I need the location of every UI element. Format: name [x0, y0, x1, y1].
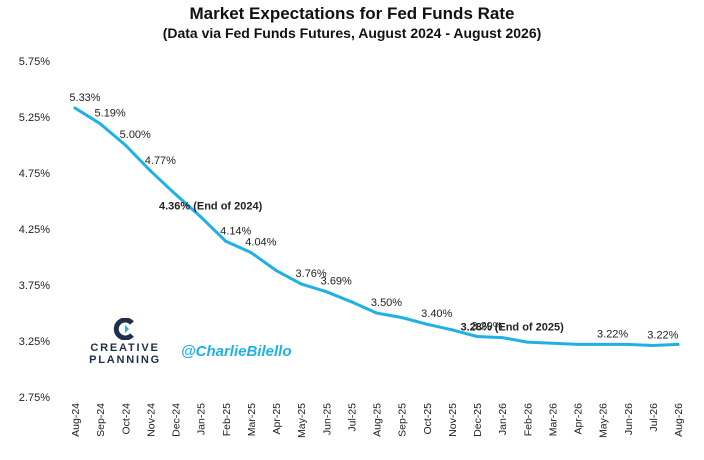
y-tick-label: 5.25%: [19, 112, 50, 124]
creative-planning-logo: CREATIVE PLANNING: [85, 318, 165, 366]
data-point: [626, 342, 630, 346]
y-tick-label: 3.75%: [19, 280, 50, 292]
data-point: [375, 311, 378, 315]
x-tick-label: Sep-24: [95, 403, 107, 437]
data-label: 3.50%: [371, 297, 402, 309]
y-tick-label: 3.25%: [19, 336, 50, 348]
data-point: [576, 342, 579, 346]
x-tick-label: Apr-25: [271, 403, 283, 435]
data-label: 4.14%: [220, 225, 251, 237]
data-point: [550, 341, 554, 345]
x-tick-label: Feb-25: [221, 403, 233, 436]
data-point: [299, 282, 303, 286]
x-tick-label: Apr-26: [573, 403, 585, 435]
data-label: 4.77%: [145, 155, 176, 167]
data-label: 3.22%: [647, 329, 678, 341]
brand-line-1: CREATIVE: [90, 342, 160, 354]
data-point: [400, 315, 404, 319]
data-point: [500, 336, 504, 340]
data-point: [123, 143, 127, 147]
x-tick-label: Jun-26: [623, 403, 635, 435]
series-line: [73, 106, 680, 347]
y-tick-label: 4.25%: [19, 224, 50, 236]
creative-planning-icon: [113, 318, 134, 340]
x-tick-label: Oct-24: [120, 403, 132, 435]
data-label: 5.33%: [69, 92, 100, 104]
data-point: [98, 122, 102, 126]
data-point: [148, 169, 152, 173]
x-tick-label: Jul-25: [346, 403, 358, 432]
data-labels: 5.33% 5.19% 5.00% 4.77% 4.36% (End of 2024) 4…: [69, 92, 678, 341]
data-point: [601, 342, 605, 346]
data-point: [224, 239, 228, 243]
data-label: 3.22%: [597, 328, 628, 340]
chart-subtitle: (Data via Fed Funds Futures, August 2024…: [162, 25, 542, 41]
x-tick-label: Feb-26: [522, 403, 534, 436]
data-label: 4.36% (End of 2024): [159, 201, 263, 213]
chart-title: Market Expectations for Fed Funds Rate: [189, 4, 515, 23]
y-tick-label: 2.75%: [19, 392, 50, 404]
x-tick-label: Jan-25: [196, 403, 208, 435]
x-tick-label: Aug-26: [673, 403, 685, 437]
data-point: [525, 340, 529, 344]
y-tick-label: 4.75%: [19, 168, 50, 180]
data-point: [349, 300, 353, 304]
x-tick-label: Oct-25: [422, 403, 434, 435]
data-point: [249, 251, 253, 255]
data-point: [475, 335, 479, 339]
x-tick-label: Nov-24: [145, 403, 157, 437]
data-point: [73, 106, 77, 110]
x-axis: Aug-24 Sep-24 Oct-24 Nov-24 Dec-24 Jan-25 Feb-…: [70, 403, 685, 438]
x-tick-label: Nov-25: [447, 403, 459, 437]
y-tick-label: 5.75%: [19, 56, 50, 68]
x-tick-label: Aug-24: [70, 403, 82, 437]
series-layer: [73, 106, 680, 347]
x-tick-label: May-26: [598, 403, 610, 438]
data-point: [274, 268, 278, 272]
data-label: 3.69%: [321, 276, 352, 288]
data-point: [676, 342, 680, 346]
data-label: 5.19%: [95, 108, 126, 120]
x-tick-label: Jul-26: [648, 403, 660, 432]
x-tick-label: Sep-25: [397, 403, 409, 437]
data-label: 3.40%: [421, 308, 452, 320]
x-tick-label: Jun-25: [321, 403, 333, 435]
data-point: [651, 343, 655, 347]
twitter-handle: @CharlieBilello: [181, 343, 292, 360]
data-point: [199, 215, 203, 219]
data-label: 5.00%: [120, 129, 151, 141]
data-point: [450, 328, 454, 332]
data-point: [425, 322, 429, 326]
data-point: [174, 192, 177, 196]
x-tick-label: Jan-26: [497, 403, 509, 435]
data-label: 3.29%: [471, 321, 502, 333]
brand-line-2: PLANNING: [89, 354, 161, 366]
x-tick-label: Dec-25: [472, 403, 484, 437]
x-tick-label: Aug-25: [372, 403, 384, 437]
data-label: 3.76%: [296, 268, 327, 280]
data-point: [324, 290, 328, 294]
x-tick-label: Mar-26: [547, 403, 559, 436]
data-label: 3.28% (End of 2025): [460, 322, 564, 334]
x-tick-label: May-25: [296, 403, 308, 438]
x-tick-label: Mar-25: [246, 403, 258, 436]
x-tick-label: Dec-24: [171, 403, 183, 437]
y-axis: 2.75% 3.25% 3.75% 4.25% 4.75% 5.25% 5.75%: [19, 56, 50, 404]
data-label: 4.04%: [245, 237, 276, 249]
